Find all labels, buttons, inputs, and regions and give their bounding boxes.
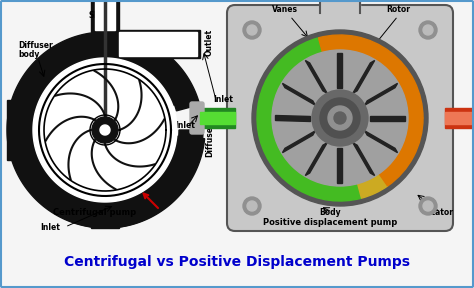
Circle shape bbox=[243, 197, 261, 215]
Polygon shape bbox=[283, 131, 315, 153]
Bar bbox=[228, 110, 231, 126]
Circle shape bbox=[247, 25, 257, 35]
Polygon shape bbox=[100, 125, 110, 135]
Bar bbox=[445, 108, 474, 128]
Text: Stator: Stator bbox=[427, 208, 454, 217]
Bar bbox=[460, 110, 463, 126]
Polygon shape bbox=[91, 0, 119, 32]
Polygon shape bbox=[119, 32, 197, 56]
Circle shape bbox=[334, 112, 346, 124]
Polygon shape bbox=[7, 100, 33, 160]
Bar bbox=[445, 112, 474, 124]
FancyBboxPatch shape bbox=[227, 5, 453, 231]
Circle shape bbox=[252, 30, 428, 206]
Text: Inlet: Inlet bbox=[213, 96, 233, 105]
Circle shape bbox=[247, 201, 257, 211]
Wedge shape bbox=[340, 118, 388, 198]
Text: Inlet: Inlet bbox=[175, 121, 195, 130]
Bar bbox=[448, 110, 451, 126]
Wedge shape bbox=[340, 118, 423, 186]
Text: Positive displacement pump: Positive displacement pump bbox=[263, 218, 397, 227]
Circle shape bbox=[423, 25, 433, 35]
Polygon shape bbox=[353, 60, 374, 93]
Polygon shape bbox=[365, 83, 398, 105]
Wedge shape bbox=[319, 35, 423, 118]
Polygon shape bbox=[91, 205, 119, 228]
Circle shape bbox=[312, 90, 368, 146]
Circle shape bbox=[272, 50, 408, 186]
Bar bbox=[464, 110, 467, 126]
Text: Inlet: Inlet bbox=[40, 223, 60, 232]
Bar bbox=[216, 110, 219, 126]
Polygon shape bbox=[320, 0, 360, 13]
Polygon shape bbox=[92, 117, 118, 143]
Polygon shape bbox=[365, 131, 398, 153]
Bar bbox=[200, 112, 235, 124]
Polygon shape bbox=[7, 32, 203, 228]
Polygon shape bbox=[305, 60, 327, 93]
Text: Centrifugal vs Positive Displacement Pumps: Centrifugal vs Positive Displacement Pum… bbox=[64, 255, 410, 269]
Text: Centrifugal pump: Centrifugal pump bbox=[54, 208, 137, 217]
Bar bbox=[456, 110, 459, 126]
Polygon shape bbox=[337, 53, 343, 88]
Polygon shape bbox=[95, 0, 115, 30]
Bar bbox=[212, 110, 215, 126]
Polygon shape bbox=[33, 58, 177, 202]
Text: Rotor: Rotor bbox=[386, 5, 410, 14]
Bar bbox=[220, 110, 223, 126]
Bar bbox=[452, 110, 455, 126]
Polygon shape bbox=[305, 143, 327, 176]
Polygon shape bbox=[275, 115, 310, 120]
Wedge shape bbox=[257, 38, 362, 201]
Text: Vanes: Vanes bbox=[272, 5, 298, 14]
Circle shape bbox=[419, 197, 437, 215]
Bar bbox=[224, 110, 227, 126]
Polygon shape bbox=[353, 143, 374, 176]
FancyBboxPatch shape bbox=[190, 102, 204, 134]
Text: Diffuser: Diffuser bbox=[205, 123, 214, 157]
Bar bbox=[200, 108, 235, 128]
Text: Diffuser: Diffuser bbox=[18, 41, 53, 50]
Circle shape bbox=[419, 21, 437, 39]
Circle shape bbox=[328, 106, 352, 130]
Polygon shape bbox=[9, 36, 205, 228]
Circle shape bbox=[423, 201, 433, 211]
Text: Body: Body bbox=[319, 208, 341, 217]
Text: Shaft: Shaft bbox=[89, 11, 111, 20]
Polygon shape bbox=[337, 148, 343, 183]
Polygon shape bbox=[283, 83, 315, 105]
Polygon shape bbox=[119, 30, 200, 58]
Polygon shape bbox=[370, 115, 405, 120]
Circle shape bbox=[320, 98, 360, 138]
Polygon shape bbox=[37, 62, 173, 198]
Text: body: body bbox=[18, 50, 39, 59]
Circle shape bbox=[243, 21, 261, 39]
Text: Outlet: Outlet bbox=[205, 29, 214, 56]
